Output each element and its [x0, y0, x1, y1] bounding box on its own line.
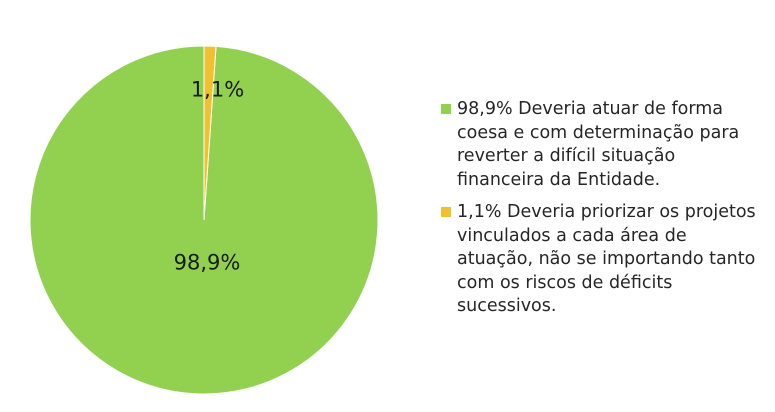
legend: 98,9% Deveria atuar de forma coesa e com…	[441, 98, 761, 328]
legend-entry-0: 98,9% Deveria atuar de forma coesa e com…	[441, 98, 761, 192]
legend-swatch-0	[441, 104, 451, 114]
pie-plot-area	[29, 45, 379, 395]
data-label-slice-0: 98,9%	[173, 250, 241, 275]
legend-text-0: 98,9% Deveria atuar de forma coesa e com…	[457, 99, 740, 190]
legend-swatch-1	[441, 207, 451, 217]
data-label-slice-1: 1,1%	[190, 77, 245, 102]
legend-text-1: 1,1% Deveria priorizar os projetos vincu…	[457, 202, 756, 316]
pie-slice-1	[203, 45, 217, 221]
legend-entry-1: 1,1% Deveria priorizar os projetos vincu…	[441, 201, 761, 319]
